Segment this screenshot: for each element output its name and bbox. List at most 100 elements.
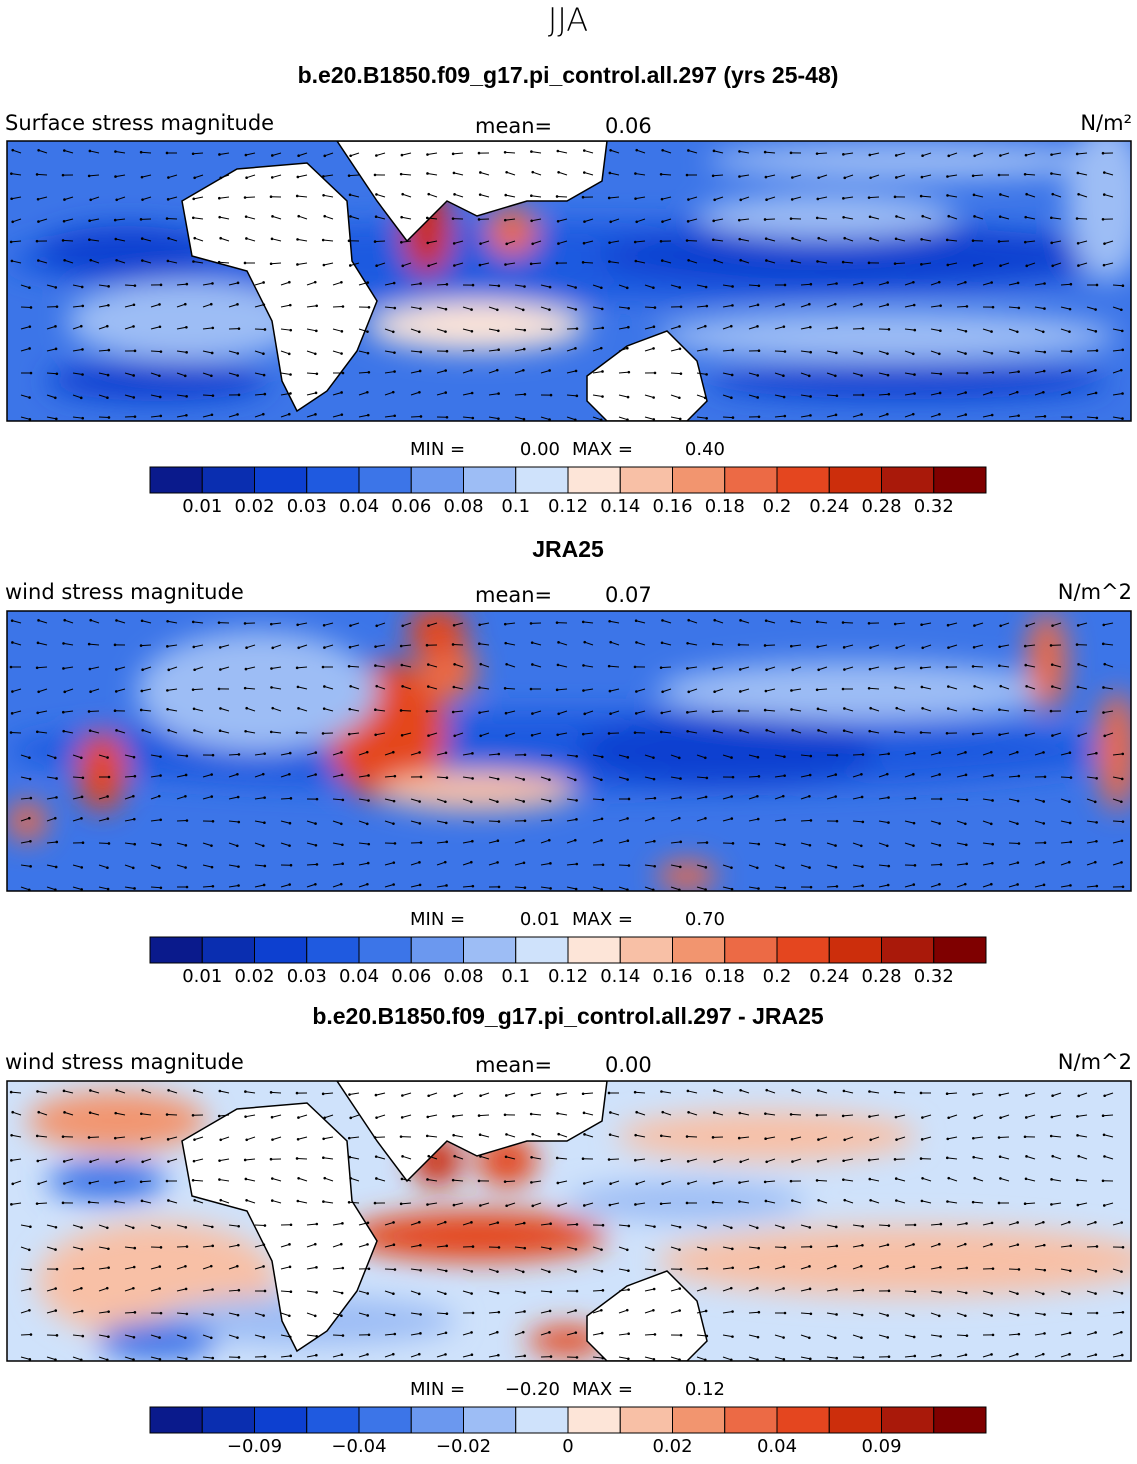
wind-arrow-head xyxy=(245,1138,248,1141)
wind-arrow-head xyxy=(679,841,682,844)
wind-arrow-head xyxy=(10,1134,13,1137)
wind-arrow-head xyxy=(185,1288,188,1291)
wind-arrow-head xyxy=(738,1112,741,1115)
wind-arrow xyxy=(151,351,161,352)
colorbar-label: 0.24 xyxy=(809,496,849,517)
wind-arrow-head xyxy=(56,372,59,375)
wind-arrow-head xyxy=(574,308,577,311)
wind-arrow-head xyxy=(133,843,136,846)
wind-arrow-head xyxy=(504,194,507,197)
wind-arrow-head xyxy=(296,195,299,198)
wind-arrow-head xyxy=(756,1287,759,1290)
wind-arrow-head xyxy=(575,370,578,373)
wind-arrow-head xyxy=(418,751,421,754)
wind-arrow xyxy=(229,754,239,755)
wind-arrow-head xyxy=(185,395,188,398)
wind-arrow-head xyxy=(842,261,845,264)
min-value: 0.01 xyxy=(520,909,560,930)
wind-arrow-head xyxy=(374,1202,377,1205)
wind-arrow-head xyxy=(887,865,890,868)
mean-value: 0.07 xyxy=(605,583,652,607)
colorbar-swatch xyxy=(568,937,620,963)
wind-arrow-head xyxy=(816,198,819,201)
wind-arrow-head xyxy=(186,1313,189,1316)
wind-arrow-head xyxy=(89,668,92,671)
wind-arrow-head xyxy=(706,1335,709,1338)
wind-arrow-head xyxy=(62,642,65,645)
wind-arrow-head xyxy=(764,151,767,154)
wind-arrow-head xyxy=(479,663,482,666)
wind-arrow xyxy=(63,240,73,241)
wind-arrow-head xyxy=(730,795,733,798)
wind-arrow-head xyxy=(54,757,57,760)
wind-arrow-head xyxy=(600,347,603,350)
wind-arrow-head xyxy=(921,1138,924,1141)
wind-arrow xyxy=(505,688,515,689)
wind-arrow-head xyxy=(868,1090,871,1093)
wind-arrow-head xyxy=(497,392,500,395)
wind-arrow-head xyxy=(453,663,456,666)
wind-arrow-head xyxy=(375,1155,378,1158)
wind-arrow-head xyxy=(349,215,352,218)
wind-arrow-head xyxy=(62,239,65,242)
wind-arrow-head xyxy=(375,1116,378,1119)
wind-arrow-head xyxy=(445,1245,448,1248)
wind-arrow-head xyxy=(81,1335,84,1338)
wind-arrow-head xyxy=(314,1315,317,1318)
wind-arrow-head xyxy=(921,1116,924,1119)
wind-arrow-head xyxy=(419,822,422,825)
wind-arrow-head xyxy=(679,1226,682,1229)
wind-arrow-head xyxy=(185,326,188,329)
wind-arrow-head xyxy=(1076,217,1079,220)
wind-arrow-head xyxy=(939,392,942,395)
wind-arrow-head xyxy=(894,1091,897,1094)
wind-arrow-head xyxy=(479,242,482,245)
wind-arrow-head xyxy=(1025,1178,1028,1181)
wind-arrow-head xyxy=(323,707,326,710)
wind-arrow-head xyxy=(628,371,631,374)
wind-arrow-head xyxy=(244,262,247,265)
wind-arrow-head xyxy=(392,883,395,886)
wind-arrow-head xyxy=(297,1116,300,1119)
wind-arrow-head xyxy=(367,799,370,802)
field-blob xyxy=(707,143,1107,179)
wind-arrow-head xyxy=(843,1199,846,1202)
wind-arrow-head xyxy=(758,416,761,419)
wind-arrow-head xyxy=(245,215,248,218)
wind-arrow xyxy=(515,887,525,888)
wind-arrow-head xyxy=(946,239,949,242)
wind-arrow-head xyxy=(765,690,768,693)
wind-arrow-head xyxy=(757,304,760,307)
wind-arrow-head xyxy=(940,863,943,866)
wind-arrow-head xyxy=(159,818,162,821)
wind-arrow-head xyxy=(713,1089,716,1092)
wind-arrow-head xyxy=(107,304,110,307)
colorbar-swatch xyxy=(464,467,516,493)
wind-arrow-head xyxy=(296,1092,299,1095)
wind-arrow-head xyxy=(609,149,612,152)
wind-arrow-head xyxy=(739,199,742,202)
wind-arrow-head xyxy=(218,688,221,691)
wind-arrow-head xyxy=(842,153,845,156)
wind-arrow-head xyxy=(211,282,214,285)
wind-arrow-head xyxy=(732,416,735,419)
wind-arrow-head xyxy=(393,351,396,354)
wind-arrow-head xyxy=(167,1199,170,1202)
wind-arrow-head xyxy=(159,844,162,847)
wind-arrow-head xyxy=(115,729,118,732)
wind-arrow-head xyxy=(972,665,975,668)
wind-arrow-head xyxy=(862,1289,865,1292)
wind-arrow-head xyxy=(471,417,474,420)
wind-arrow-head xyxy=(816,646,819,649)
wind-arrow-head xyxy=(790,217,793,220)
wind-arrow-head xyxy=(522,1331,525,1334)
wind-arrow xyxy=(687,240,697,241)
wind-arrow-head xyxy=(835,352,838,355)
wind-arrow-head xyxy=(108,416,111,419)
wind-arrow-head xyxy=(478,711,481,714)
wind-arrow-head xyxy=(991,414,994,417)
wind-arrow-head xyxy=(912,844,915,847)
wind-arrow-head xyxy=(998,733,1001,736)
wind-arrow-head xyxy=(140,1138,143,1141)
colorbar-swatch xyxy=(725,937,777,963)
